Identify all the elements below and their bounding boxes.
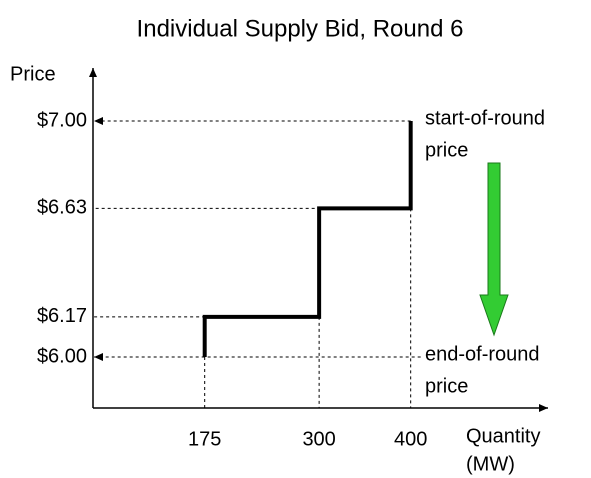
- x-axis-label: (MW): [466, 453, 515, 475]
- chart-title: Individual Supply Bid, Round 6: [137, 15, 464, 42]
- y-tick-label: $6.17: [37, 305, 87, 327]
- y-tick-label: $7.00: [37, 109, 87, 131]
- annotation: price: [425, 375, 468, 397]
- x-axis-label: Quantity: [466, 425, 540, 447]
- y-tick-label: $6.00: [37, 345, 87, 367]
- step-line: [202, 120, 413, 358]
- y-tick-label: $6.63: [37, 197, 87, 219]
- annotation: price: [425, 139, 468, 161]
- x-tick-label: 300: [302, 428, 335, 450]
- down-arrow: [479, 162, 509, 337]
- y-axis-label: Price: [10, 63, 56, 85]
- annotation: end-of-round: [425, 343, 540, 365]
- x-tick-label: 400: [394, 428, 427, 450]
- annotation: start-of-round: [425, 107, 545, 129]
- x-tick-label: 175: [188, 428, 221, 450]
